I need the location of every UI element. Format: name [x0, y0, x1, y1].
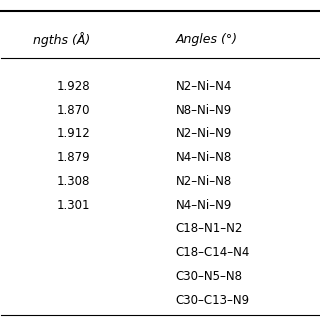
Text: C30–N5–N8: C30–N5–N8	[176, 270, 243, 283]
Text: N2–Ni–N8: N2–Ni–N8	[176, 175, 232, 188]
Text: 1.928: 1.928	[57, 80, 90, 93]
Text: 1.879: 1.879	[57, 151, 90, 164]
Text: 1.301: 1.301	[57, 199, 90, 212]
Text: N2–Ni–N4: N2–Ni–N4	[176, 80, 232, 93]
Text: Angles (°): Angles (°)	[176, 33, 238, 46]
Text: N8–Ni–N9: N8–Ni–N9	[176, 104, 232, 116]
Text: N4–Ni–N8: N4–Ni–N8	[176, 151, 232, 164]
Text: N2–Ni–N9: N2–Ni–N9	[176, 127, 232, 140]
Text: 1.308: 1.308	[57, 175, 90, 188]
Text: 1.870: 1.870	[57, 104, 90, 116]
Text: C18–N1–N2: C18–N1–N2	[176, 222, 243, 236]
Text: 1.912: 1.912	[56, 127, 90, 140]
Text: C18–C14–N4: C18–C14–N4	[176, 246, 250, 259]
Text: C30–C13–N9: C30–C13–N9	[176, 294, 250, 307]
Text: N4–Ni–N9: N4–Ni–N9	[176, 199, 232, 212]
Text: ngths (Å): ngths (Å)	[33, 32, 90, 47]
